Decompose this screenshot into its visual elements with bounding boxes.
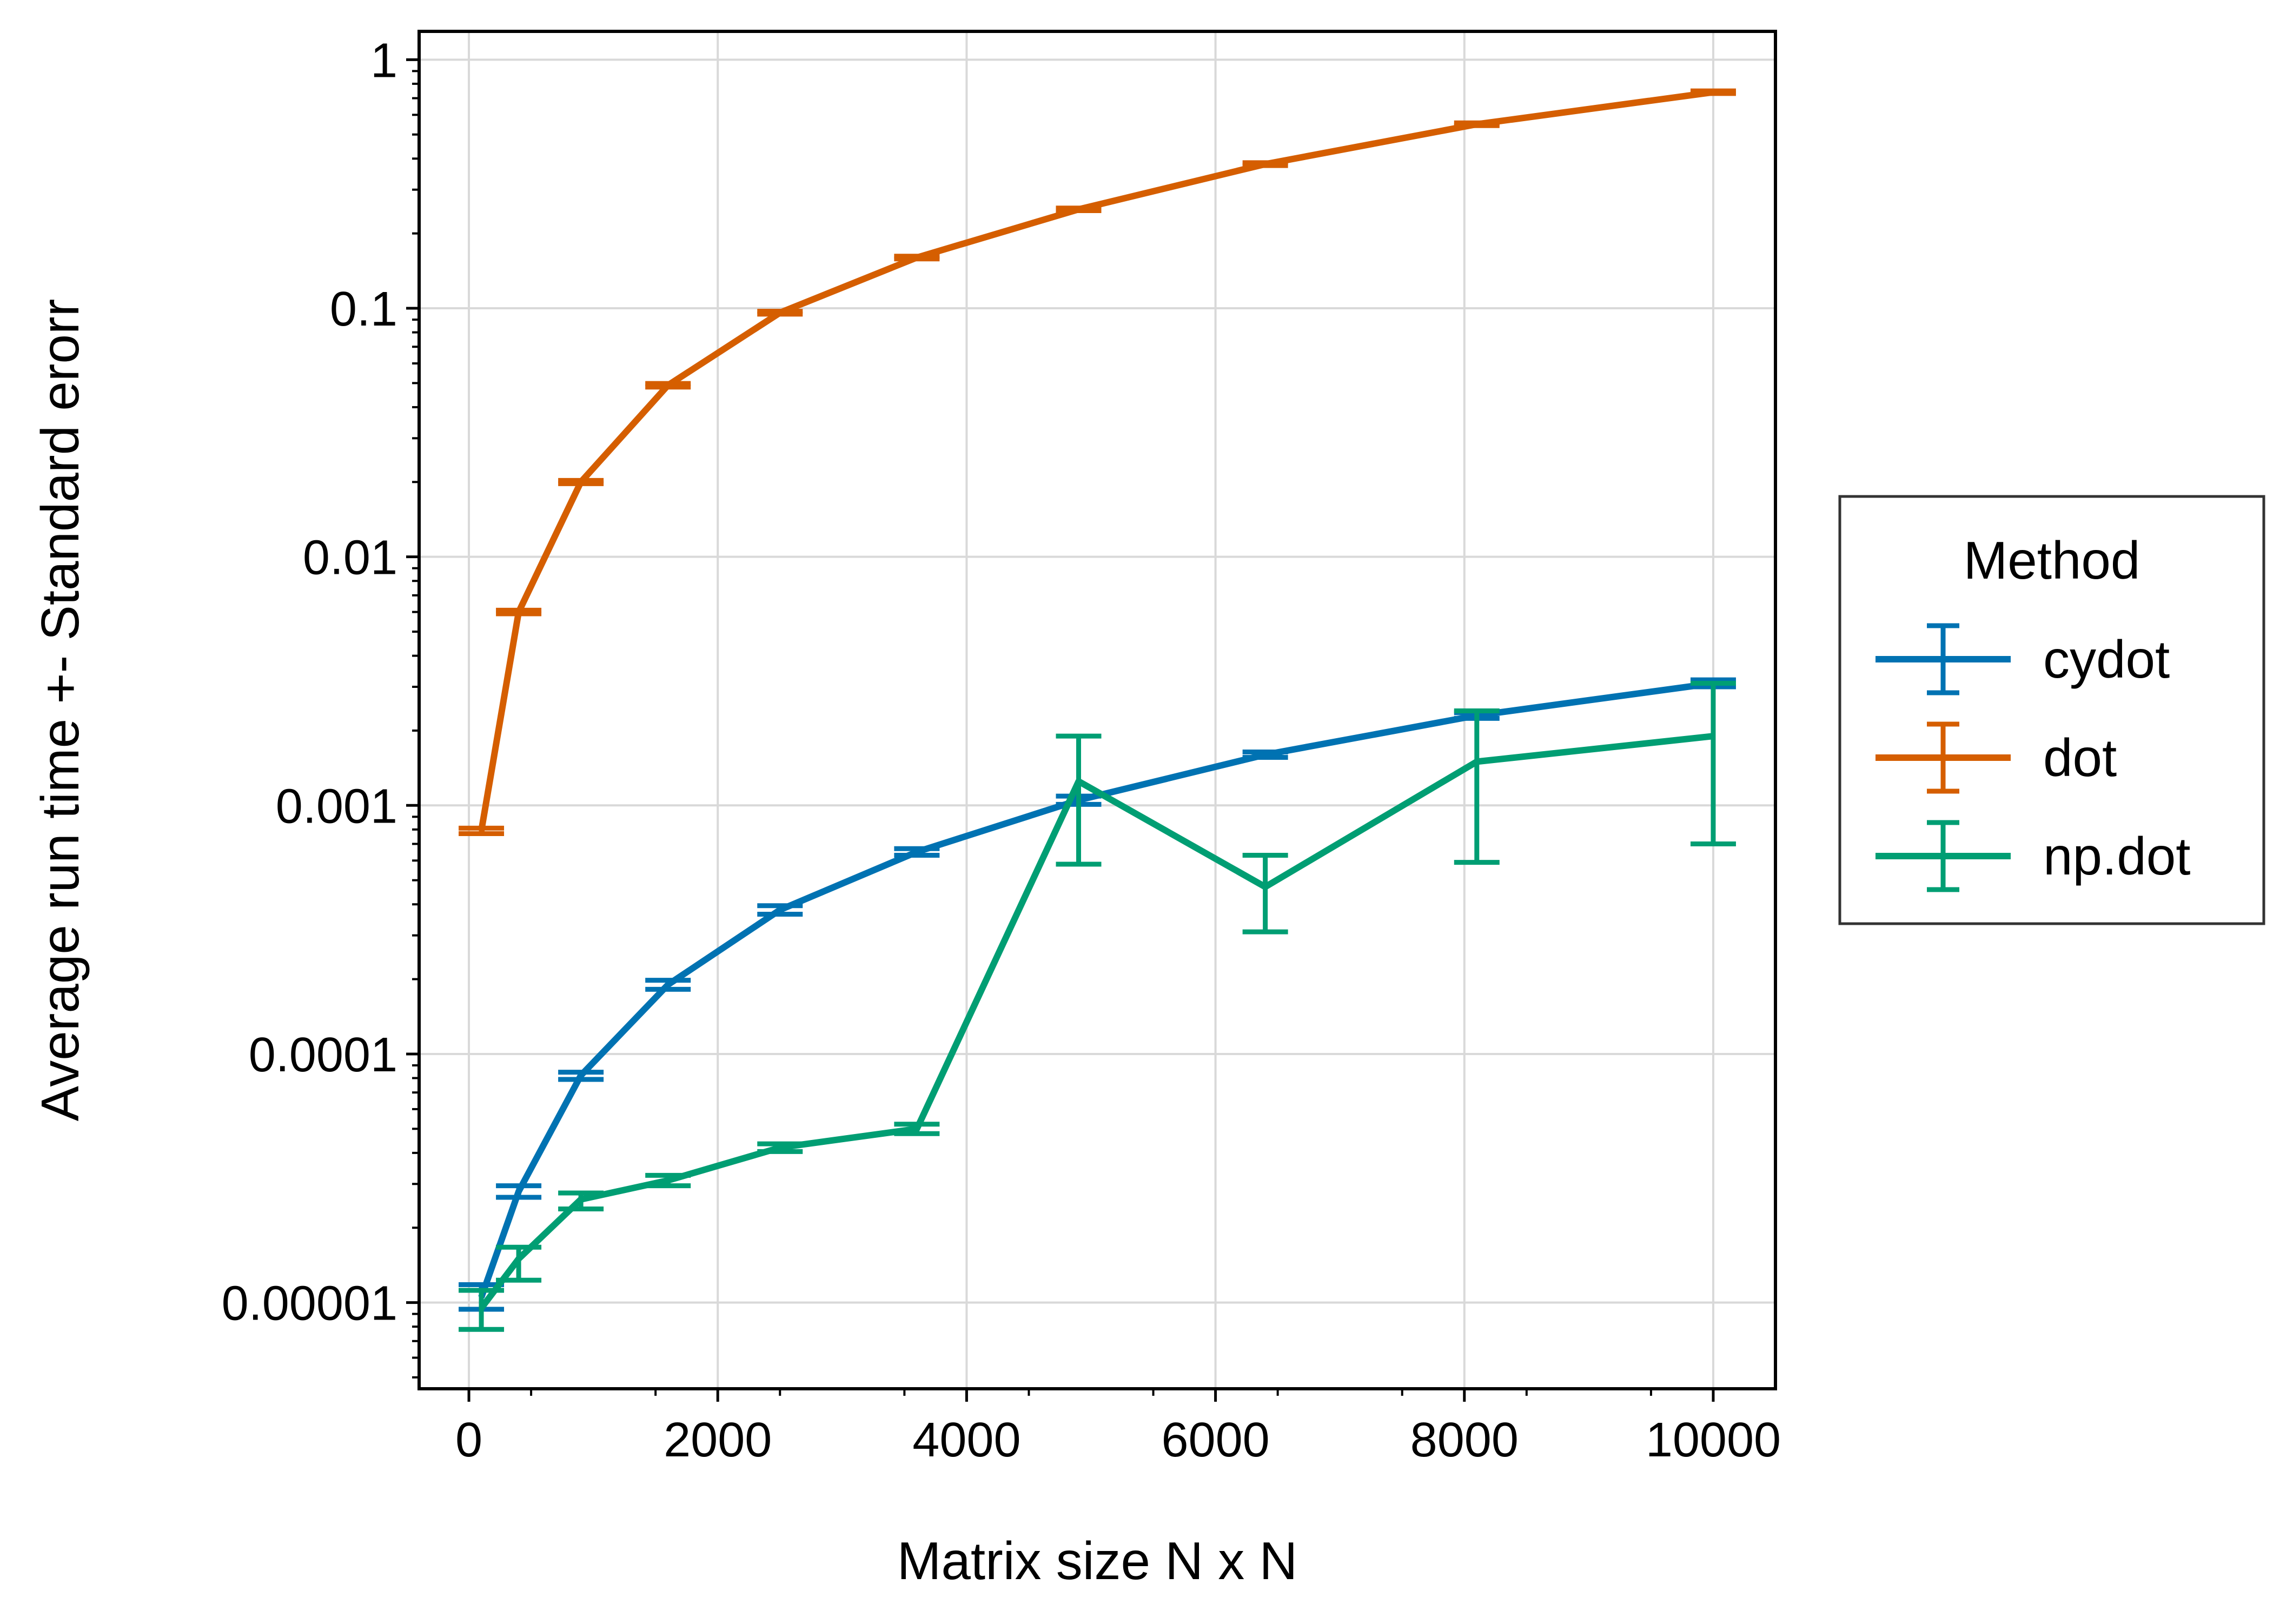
x-tick-label: 6000 (1161, 1413, 1269, 1467)
line-dot (478, 89, 1714, 832)
x-tick-label: 2000 (664, 1413, 772, 1467)
plot-frame (417, 30, 1777, 1390)
x-tick-label: 0 (455, 1413, 482, 1467)
y-tick-label: 0.00001 (222, 1277, 397, 1331)
x-tick-label: 8000 (1410, 1413, 1519, 1467)
series-dot (459, 88, 1736, 836)
line-np-dot (479, 733, 1714, 1310)
legend-label-np-dot: np.dot (2043, 826, 2190, 886)
y-axis-title: Average run time +- Standard erorr (30, 299, 90, 1122)
legend-box (1838, 495, 2265, 925)
y-tick-label: 0.01 (303, 531, 397, 585)
legend-label-cydot: cydot (2043, 629, 2170, 689)
legend-items: cydot dot np.dot (1876, 623, 2190, 892)
grid (419, 31, 1775, 1389)
series-group (459, 88, 1736, 1332)
legend-title: Method (1964, 531, 2140, 590)
legend: Method cydot dot np.dot (1838, 495, 2265, 925)
axis-ticks (406, 58, 1715, 1402)
x-tick-label: 10000 (1646, 1413, 1781, 1467)
legend-label-dot: dot (2043, 728, 2117, 787)
x-axis-title: Matrix size N x N (897, 1531, 1298, 1590)
y-tick-labels: 0.00001 0.0001 0.001 0.01 0.1 1 (222, 34, 397, 1330)
x-tick-label: 4000 (912, 1413, 1020, 1467)
y-tick-label: 0.1 (330, 282, 397, 336)
line-cydot (478, 680, 1714, 1298)
y-tick-label: 0.0001 (249, 1028, 397, 1082)
y-tick-label: 1 (370, 34, 397, 88)
series-np-dot (459, 680, 1736, 1332)
x-tick-labels: 0 2000 4000 6000 8000 10000 (455, 1413, 1781, 1467)
y-tick-label: 0.001 (276, 779, 397, 833)
